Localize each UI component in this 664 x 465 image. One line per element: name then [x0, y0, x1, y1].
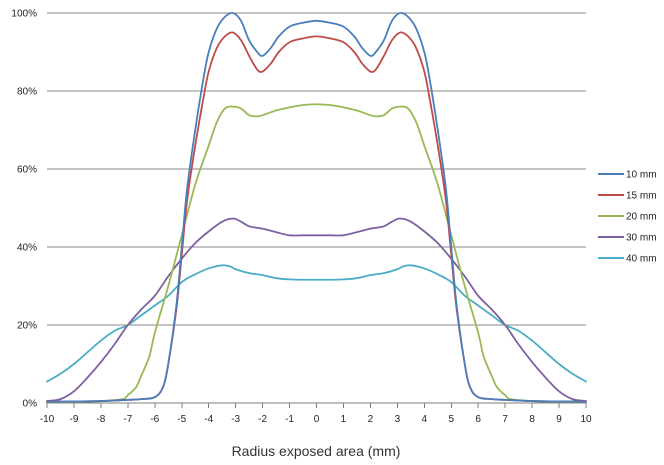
- x-tick-label: -9: [69, 414, 78, 425]
- x-tick-label: 3: [395, 414, 401, 425]
- x-tick-label: -6: [150, 414, 159, 425]
- y-tick-label: 80%: [17, 87, 37, 98]
- legend-item-40-mm: 40 mm: [598, 254, 657, 265]
- x-tick-label: -7: [123, 414, 132, 425]
- x-tick-label: -1: [285, 414, 294, 425]
- x-tick-label: 5: [448, 414, 454, 425]
- x-tick-label: 9: [556, 414, 562, 425]
- legend-label: 40 mm: [626, 254, 657, 265]
- x-tick-label: 1: [341, 414, 347, 425]
- legend-label: 20 mm: [626, 212, 657, 223]
- grid-layer: [47, 12, 586, 404]
- x-tick-label: -5: [177, 414, 186, 425]
- x-tick-label: -3: [231, 414, 240, 425]
- series-line-20-mm: [46, 103, 587, 404]
- legend: 10 mm 15 mm 20 mm 30 mm 40 mm: [598, 170, 657, 265]
- x-tick-label: 0: [314, 414, 320, 425]
- y-tick-label: 100%: [11, 9, 37, 20]
- y-tick-label: 40%: [17, 243, 37, 254]
- x-tick-label: 8: [529, 414, 535, 425]
- y-tick-label: 60%: [17, 165, 37, 176]
- legend-item-30-mm: 30 mm: [598, 233, 657, 244]
- x-tick-label: 10: [580, 414, 592, 425]
- x-tick-label: -4: [204, 414, 213, 425]
- x-tick-label: 7: [502, 414, 508, 425]
- legend-item-10-mm: 10 mm: [598, 170, 657, 181]
- x-tick-label: 4: [422, 414, 428, 425]
- series-line-10-mm: [46, 11, 587, 403]
- x-tick-label: 2: [368, 414, 374, 425]
- series-line-40-mm: [46, 264, 587, 383]
- legend-item-15-mm: 15 mm: [598, 191, 657, 202]
- x-tick-label: 6: [475, 414, 481, 425]
- series-line-30-mm: [46, 217, 587, 402]
- legend-label: 10 mm: [626, 170, 657, 181]
- y-tick-label: 20%: [17, 321, 37, 332]
- x-tick-label: -8: [96, 414, 105, 425]
- axis-layer: 0%20%40%60%80%100%-10 -9 -8 -7 -6 -5 -4 -3 -2 -1 0…: [11, 9, 592, 426]
- legend-label: 30 mm: [626, 233, 657, 244]
- x-axis-title: Radius exposed area (mm): [232, 443, 401, 459]
- x-tick-label: -10: [40, 414, 55, 425]
- legend-item-20-mm: 20 mm: [598, 212, 657, 223]
- series-line-15-mm: [46, 31, 587, 403]
- legend-label: 15 mm: [626, 191, 657, 202]
- series-layer: [46, 11, 587, 404]
- x-tick-label: -2: [258, 414, 267, 425]
- y-tick-label: 0%: [23, 399, 38, 410]
